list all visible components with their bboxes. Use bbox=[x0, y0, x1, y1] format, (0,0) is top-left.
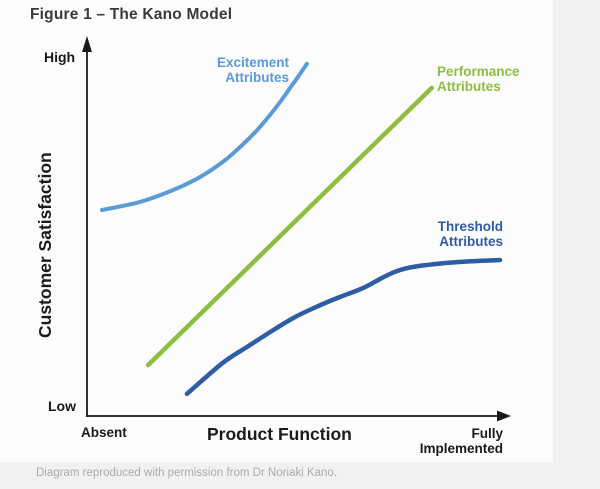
threshold-curve bbox=[184, 257, 503, 397]
x-axis-fully-implemented-label: Fully Implemented bbox=[419, 426, 503, 457]
y-axis-arrowhead bbox=[82, 36, 92, 52]
figure-caption: Diagram reproduced with permission from … bbox=[36, 467, 338, 479]
x-axis-arrowhead bbox=[497, 410, 511, 422]
x-axis-absent-label: Absent bbox=[81, 425, 127, 440]
y-axis-high-label: High bbox=[44, 49, 76, 65]
page-background-right bbox=[553, 0, 600, 489]
performance-curve bbox=[145, 85, 435, 368]
page-background-bottom bbox=[0, 462, 600, 489]
threshold-attributes-label: Threshold Attributes bbox=[437, 219, 503, 250]
y-axis-low-label: Low bbox=[48, 398, 76, 414]
y-axis-title: Customer Satisfaction bbox=[35, 152, 55, 338]
x-axis-title: Product Function bbox=[207, 424, 352, 444]
excitement-curve bbox=[100, 61, 309, 212]
figure-title: Figure 1 – The Kano Model bbox=[30, 6, 233, 23]
performance-attributes-label: Performance Attributes bbox=[437, 64, 520, 95]
excitement-attributes-label: Excitement Attributes bbox=[216, 55, 289, 86]
